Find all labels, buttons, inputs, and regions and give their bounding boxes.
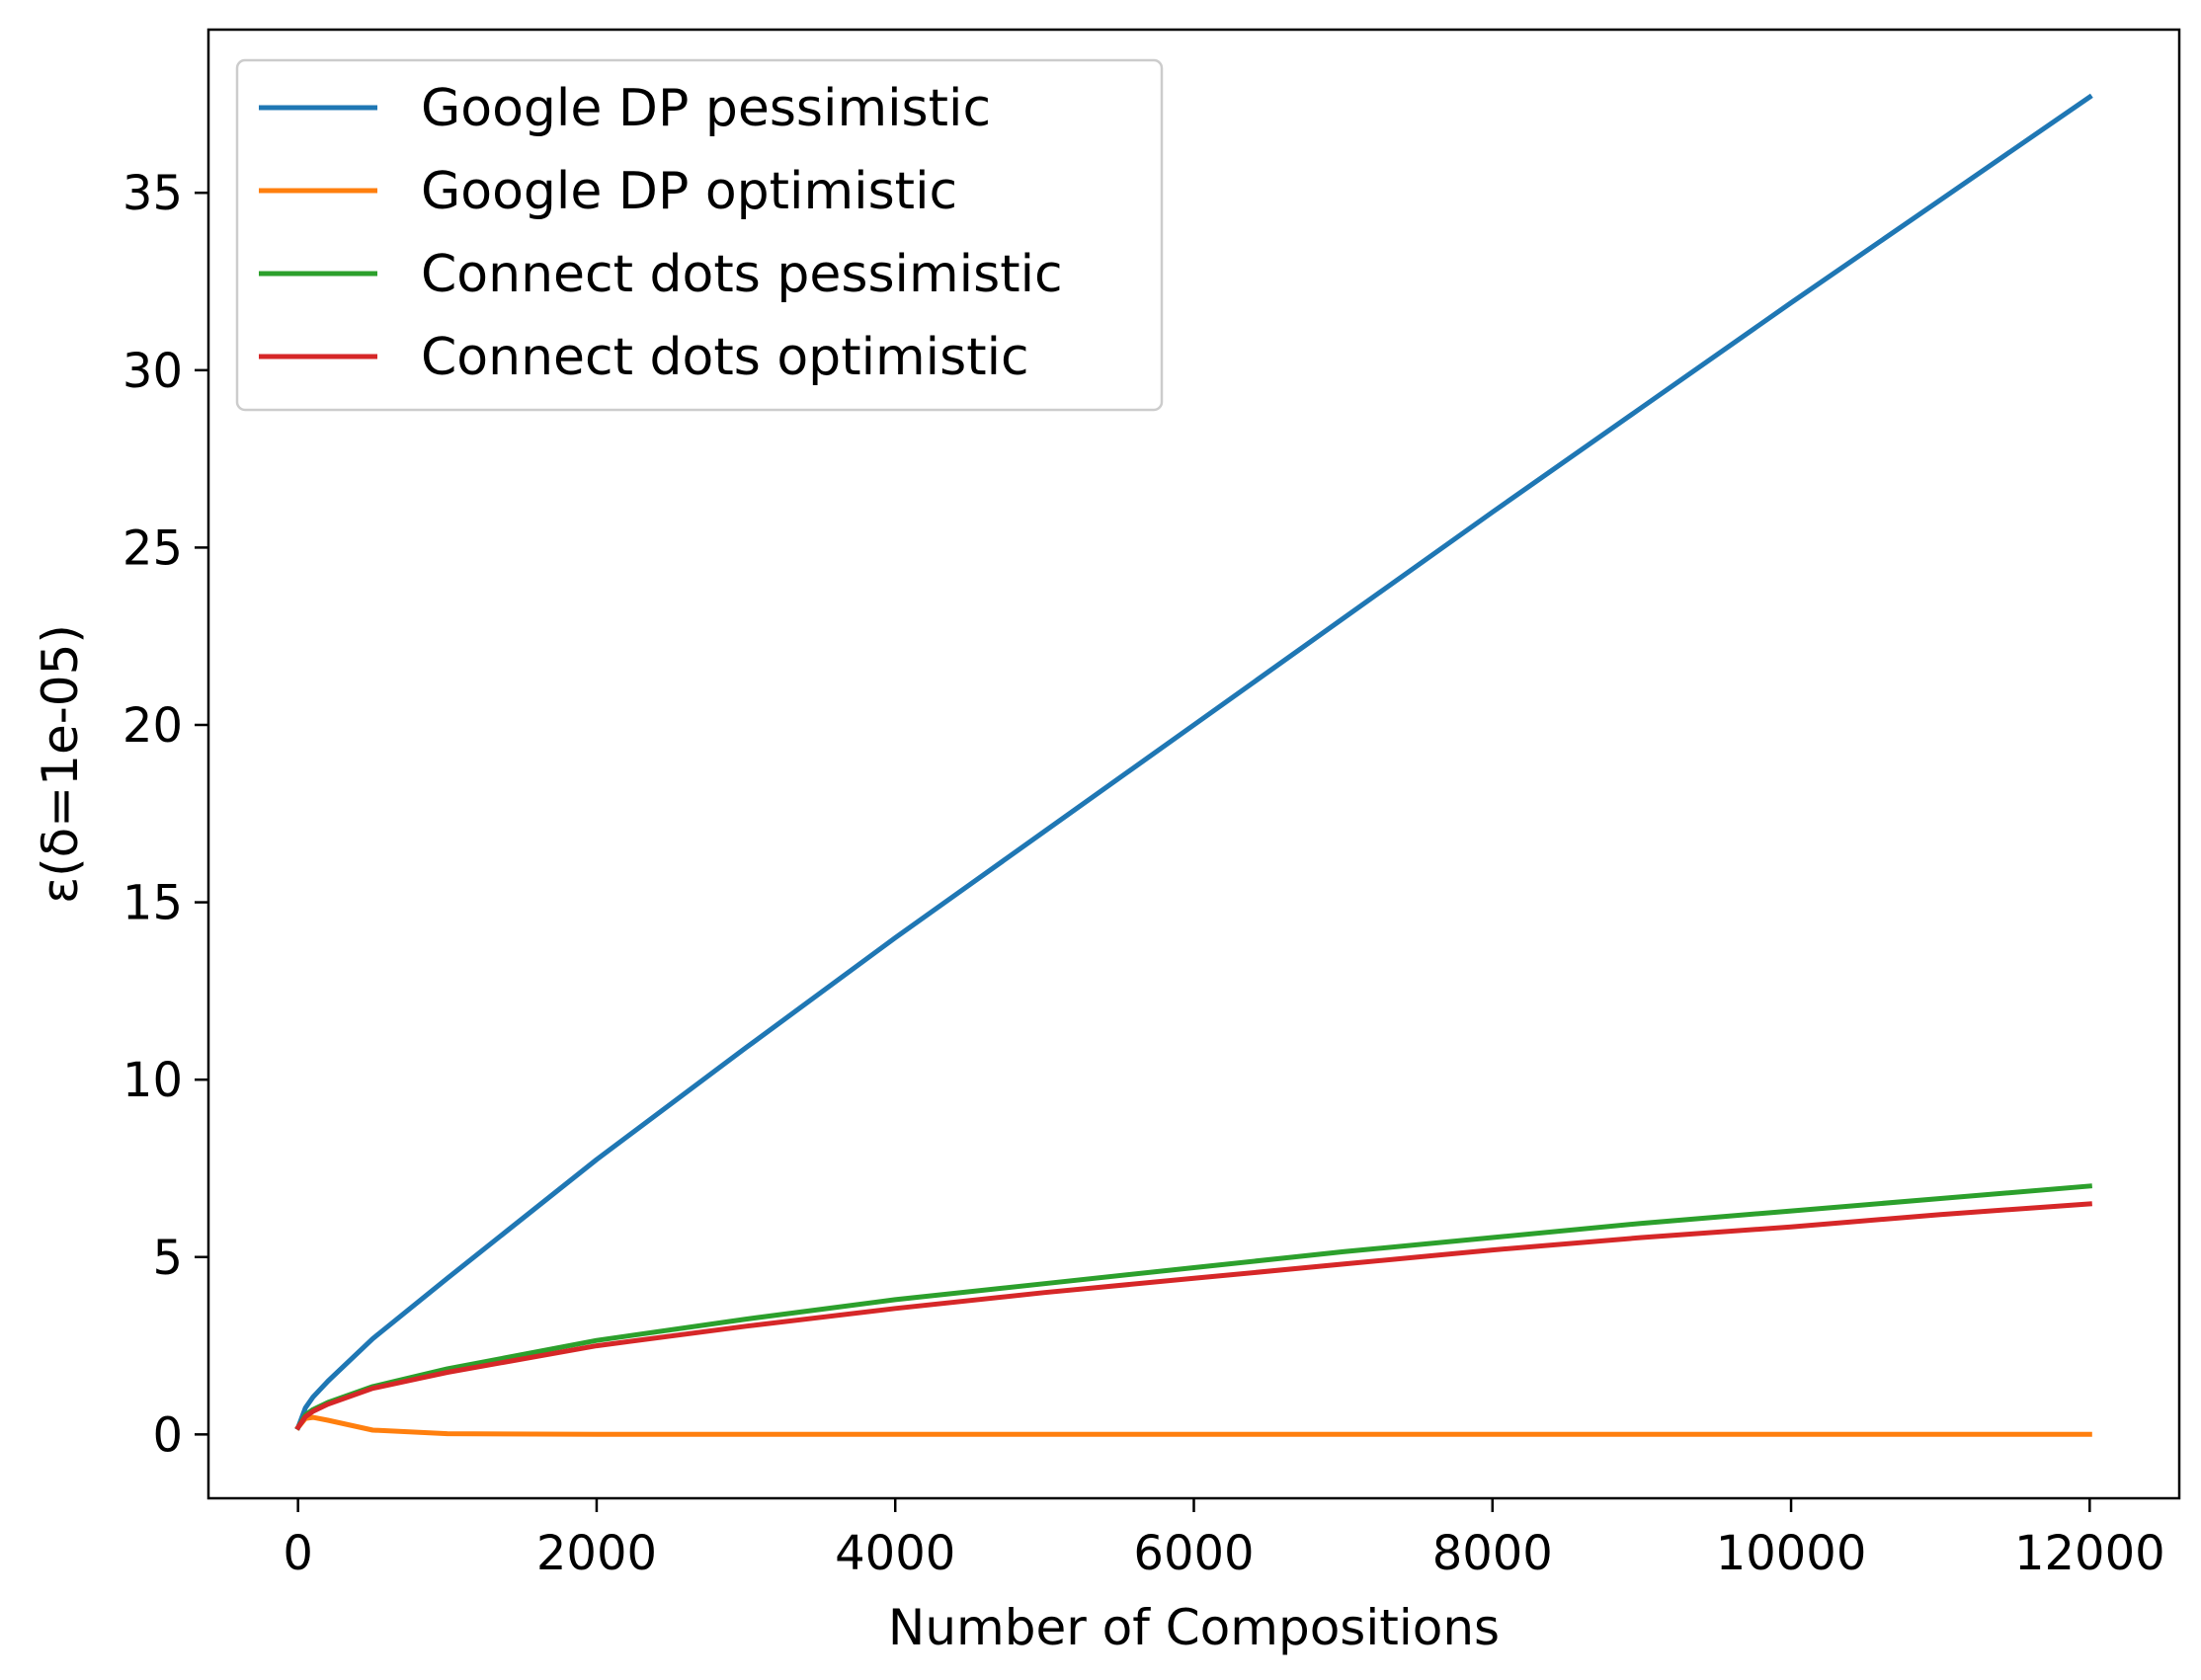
- x-tick-label: 12000: [2014, 1526, 2165, 1581]
- plot-area: [206, 28, 2181, 1500]
- legend-label-1: Google DP pessimistic: [421, 79, 991, 138]
- y-tick-label: 15: [122, 876, 183, 931]
- x-tick-label: 4000: [835, 1526, 955, 1581]
- legend-label-3: Connect dots pessimistic: [421, 245, 1063, 304]
- y-tick-label: 35: [122, 166, 183, 221]
- x-tick-label: 8000: [1432, 1526, 1553, 1581]
- y-tick-label: 0: [152, 1407, 183, 1463]
- y-axis-label: ε(δ=1e-05): [32, 624, 89, 904]
- x-tick-label: 10000: [1716, 1526, 1867, 1581]
- series-lines: [294, 93, 2093, 1437]
- series-line-2: [294, 1414, 2092, 1437]
- y-tick-label: 30: [122, 344, 183, 399]
- series-line-4: [294, 1201, 2092, 1431]
- x-tick-label: 2000: [536, 1526, 657, 1581]
- y-tick-label: 25: [122, 520, 183, 576]
- series-line-1: [294, 93, 2093, 1431]
- x-tick-label: 0: [283, 1526, 313, 1581]
- y-tick-label: 5: [152, 1231, 183, 1286]
- y-axis-ticks: 0 5 10 15 20 25 30 35: [122, 166, 208, 1463]
- y-tick-label: 10: [122, 1053, 183, 1108]
- y-tick-label: 20: [122, 698, 183, 754]
- x-tick-label: 6000: [1133, 1526, 1254, 1581]
- x-axis-ticks: 0 2000 4000 6000 8000 10000 12000: [283, 1498, 2165, 1581]
- legend-label-4: Connect dots optimistic: [421, 328, 1029, 387]
- x-axis-label: Number of Compositions: [888, 1599, 1500, 1656]
- legend-items: Google DP pessimistic Google DP optimisti…: [259, 79, 1063, 387]
- legend-box: [235, 58, 1164, 412]
- legend-label-2: Google DP optimistic: [421, 162, 957, 221]
- legend: Google DP pessimistic Google DP optimisti…: [235, 58, 1164, 412]
